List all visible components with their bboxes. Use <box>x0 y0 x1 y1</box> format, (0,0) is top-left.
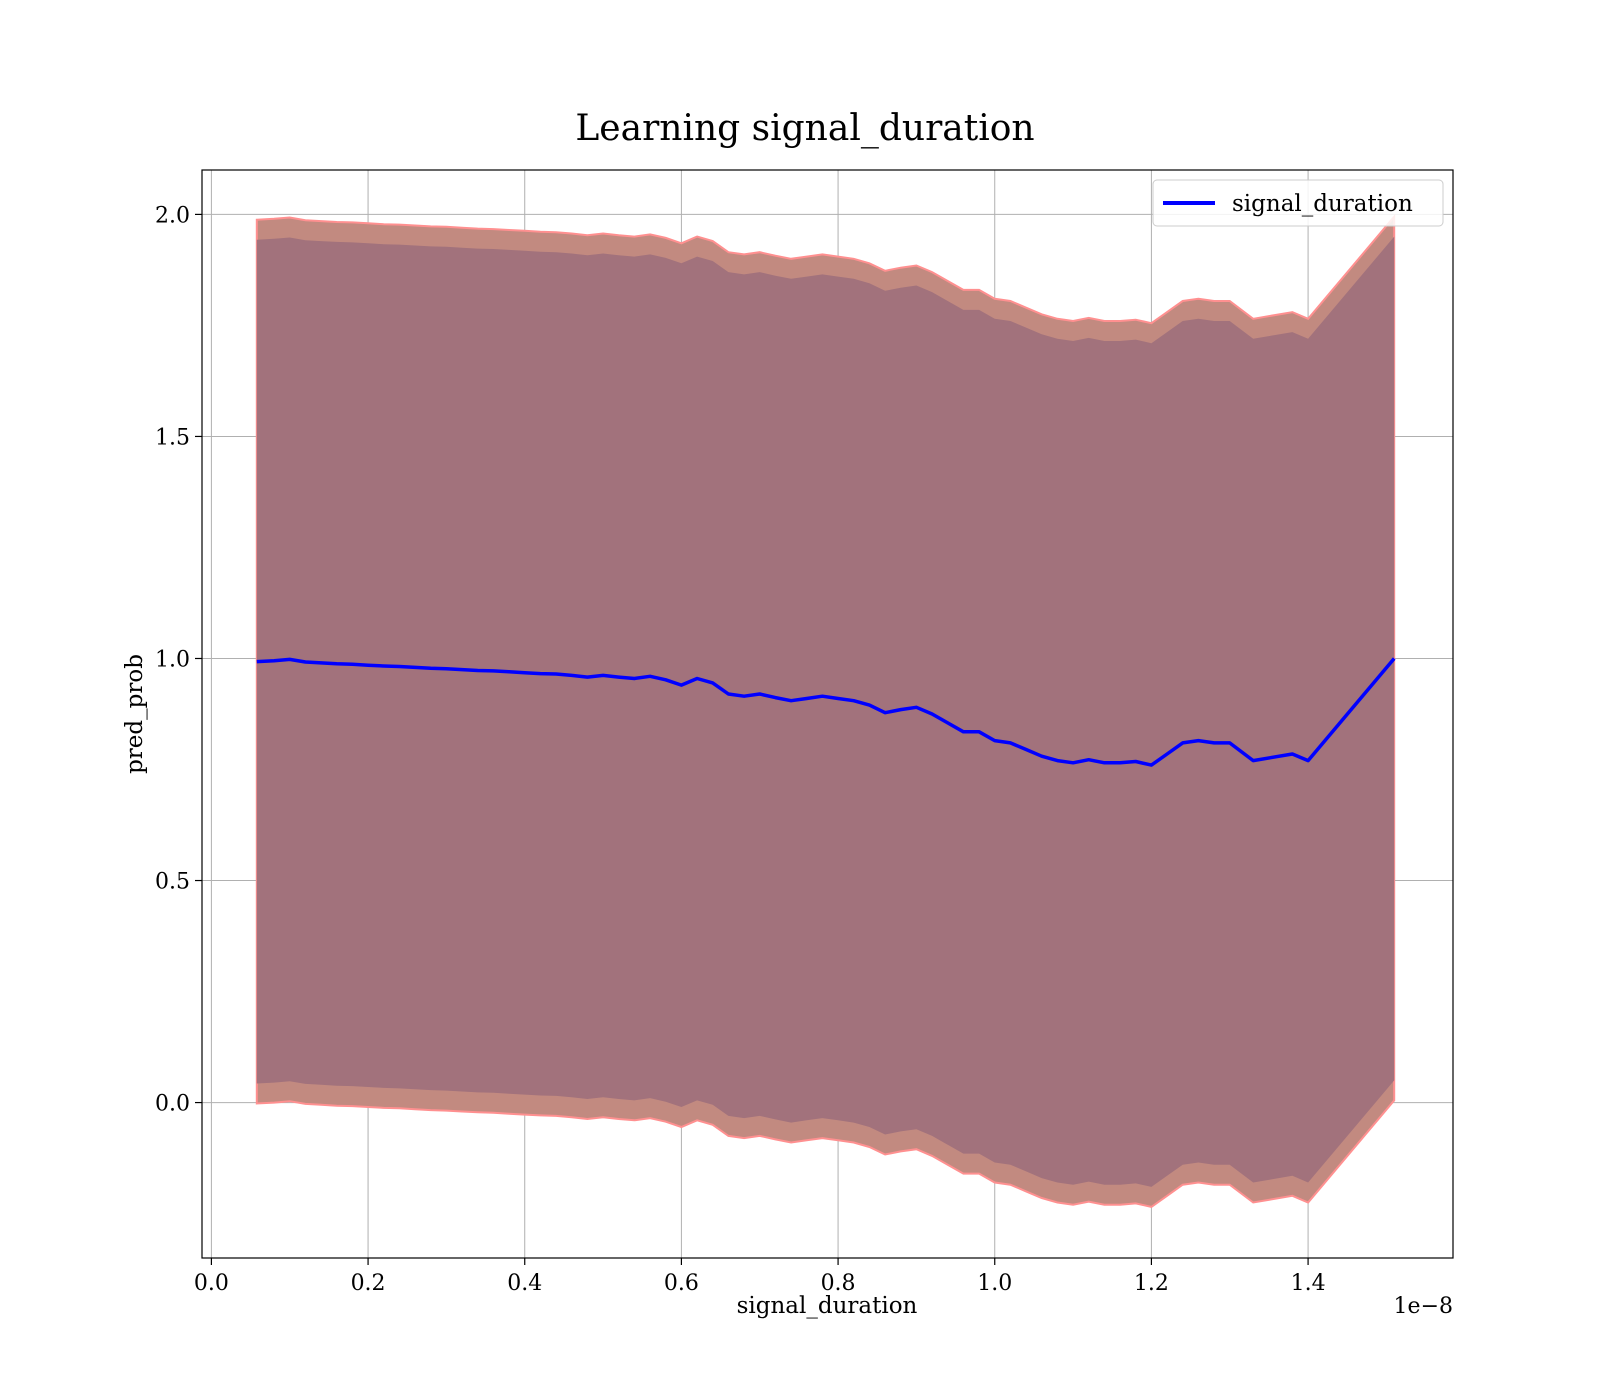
y-tick-label: 0.0 <box>155 1092 190 1117</box>
x-tick-label: 0.6 <box>664 1271 699 1296</box>
legend-label: signal_duration <box>1232 191 1413 217</box>
series-lines <box>256 657 1396 767</box>
x-axis-ticks: 0.0 0.2 0.4 0.6 0.8 1.0 1.2 1.4 <box>194 1258 1326 1296</box>
y-axis-label: pred_prob <box>122 654 148 774</box>
x-tick-label: 1.0 <box>977 1271 1012 1296</box>
plot-frame <box>201 169 1454 1259</box>
y-axis-ticks: 0.0 0.5 1.0 1.5 2.0 <box>155 203 202 1117</box>
y-tick-label: 0.5 <box>155 870 190 895</box>
legend: signal_duration <box>1152 179 1444 227</box>
y-tick-label: 1.5 <box>155 425 190 450</box>
x-tick-label: 0.2 <box>351 1271 386 1296</box>
series-line <box>256 657 1396 767</box>
x-axis-offset-label: 1e−8 <box>1394 1294 1453 1319</box>
x-axis-label: signal_duration <box>737 1293 918 1319</box>
x-tick-label: 1.2 <box>1134 1271 1169 1296</box>
inner-band <box>256 236 1395 1187</box>
x-tick-label: 0.4 <box>507 1271 542 1296</box>
y-tick-label: 1.0 <box>155 647 190 672</box>
y-tick-label: 2.0 <box>155 203 190 228</box>
x-tick-label: 0.8 <box>821 1271 856 1296</box>
legend-box <box>1152 179 1444 227</box>
x-tick-label: 0.0 <box>194 1271 229 1296</box>
confidence-bands <box>255 213 1396 1208</box>
chart-title: Learning signal_duration <box>575 108 1034 149</box>
x-tick-label: 1.4 <box>1291 1271 1326 1296</box>
